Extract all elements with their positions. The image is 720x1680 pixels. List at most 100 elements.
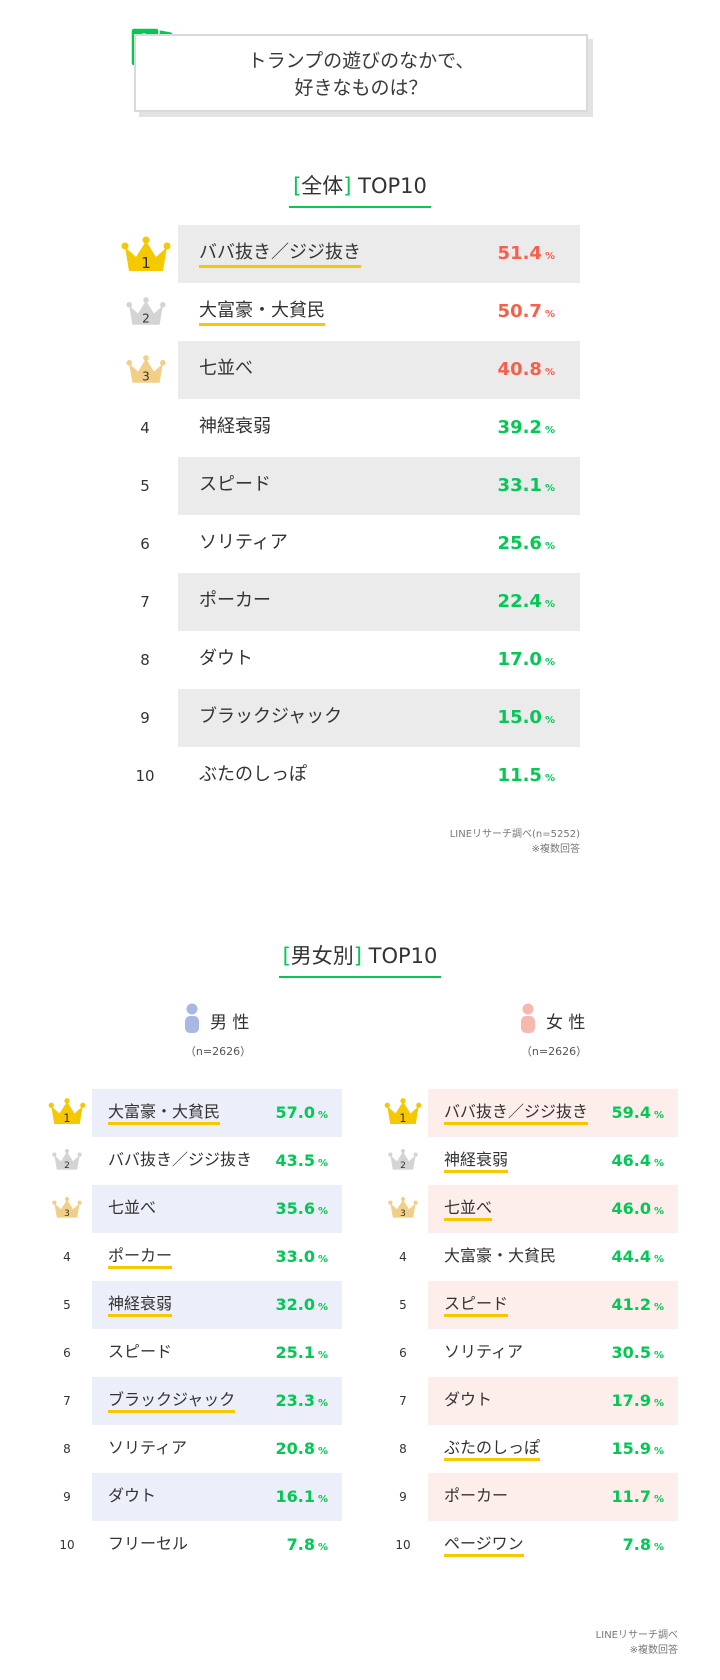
- percent-number: 40.8: [497, 359, 542, 380]
- row-background: [178, 225, 580, 283]
- item-label: ダウト: [199, 648, 253, 669]
- bracket-close: ]: [343, 174, 352, 198]
- bronze-crown-icon: 3: [388, 1196, 418, 1219]
- percent-number: 46.0: [611, 1199, 651, 1218]
- crown-rank-number: 2: [400, 1161, 406, 1171]
- male-person-icon: [185, 1003, 199, 1033]
- table-row: 8 ソリティア 20.8%: [48, 1425, 378, 1473]
- bronze-crown-icon: 3: [52, 1196, 82, 1219]
- row-background: [428, 1377, 678, 1425]
- percent-number: 17.0: [497, 649, 542, 670]
- crown-rank-number: 1: [399, 1112, 406, 1125]
- table-row: 3 七並べ 46.0%: [384, 1185, 714, 1233]
- crown-rank-number: 2: [64, 1161, 70, 1171]
- crown-rank-number: 2: [142, 311, 150, 325]
- percent-value: 23.3%: [238, 1377, 328, 1425]
- rank-number: 9: [140, 709, 150, 727]
- percent-value: 15.0%: [440, 689, 555, 747]
- row-background: [428, 1185, 678, 1233]
- rank-crown: 3: [52, 1195, 82, 1225]
- percent-unit: %: [653, 1350, 664, 1361]
- percent-number: 51.4: [497, 243, 542, 264]
- item-label: ソリティア: [199, 532, 288, 553]
- percent-unit: %: [317, 1398, 328, 1409]
- percent-number: 17.9: [611, 1391, 651, 1410]
- row-background: [178, 341, 580, 399]
- table-row: 2 神経衰弱 46.4%: [384, 1137, 714, 1185]
- item-label: ポーカー: [199, 590, 271, 611]
- table-row: 4 大富豪・大貧民 44.4%: [384, 1233, 714, 1281]
- item-label: ソリティア: [108, 1438, 188, 1457]
- table-row: 4 神経衰弱 39.2%: [0, 399, 720, 457]
- percent-number: 20.8: [275, 1439, 315, 1458]
- row-background: [92, 1377, 342, 1425]
- item-label: ソリティア: [444, 1342, 524, 1361]
- percent-value: 30.5%: [574, 1329, 664, 1377]
- percent-value: 17.9%: [574, 1377, 664, 1425]
- percent-value: 22.4%: [440, 573, 555, 631]
- gold-crown-icon: 1: [121, 236, 171, 272]
- table-row: 1 ババ抜き／ジジ抜き 51.4%: [0, 225, 720, 283]
- percent-number: 44.4: [611, 1247, 651, 1266]
- rank-crown: 1: [384, 1097, 422, 1131]
- percent-number: 22.4: [497, 591, 542, 612]
- percent-unit: %: [544, 773, 555, 784]
- rank-number: 6: [399, 1346, 407, 1360]
- percent-value: 20.8%: [238, 1425, 328, 1473]
- title-rest: TOP10: [361, 944, 438, 968]
- percent-unit: %: [317, 1206, 328, 1217]
- rank-number: 8: [63, 1442, 71, 1456]
- percent-value: 32.0%: [238, 1281, 328, 1329]
- percent-unit: %: [317, 1350, 328, 1361]
- percent-value: 11.7%: [574, 1473, 664, 1521]
- item-label: 大富豪・大貧民: [199, 298, 325, 326]
- percent-unit: %: [544, 657, 555, 668]
- title-word: 男女別: [290, 944, 354, 968]
- percent-number: 33.1: [497, 475, 542, 496]
- percent-value: 57.0%: [238, 1089, 328, 1137]
- percent-unit: %: [544, 251, 555, 262]
- percent-number: 7.8: [286, 1535, 315, 1554]
- rank-crown: 2: [126, 295, 166, 333]
- table-row: 10 ぶたのしっぽ 11.5%: [0, 747, 720, 805]
- percent-number: 11.7: [611, 1487, 651, 1506]
- percent-number: 30.5: [611, 1343, 651, 1362]
- table-row: 2 ババ抜き／ジジ抜き 43.5%: [48, 1137, 378, 1185]
- item-label: ブラックジャック: [199, 706, 343, 727]
- table-row: 1 ババ抜き／ジジ抜き 59.4%: [384, 1089, 714, 1137]
- percent-value: 39.2%: [440, 399, 555, 457]
- item-label: ページワン: [444, 1533, 524, 1557]
- title-line-1: トランプの遊びのなかで、: [247, 50, 475, 72]
- table-row: 3 七並べ 35.6%: [48, 1185, 378, 1233]
- percent-number: 46.4: [611, 1151, 651, 1170]
- percent-unit: %: [544, 483, 555, 494]
- rank-number: 5: [63, 1298, 71, 1312]
- item-label: 神経衰弱: [444, 1149, 509, 1173]
- item-label: 七並べ: [444, 1197, 493, 1221]
- percent-unit: %: [544, 715, 555, 726]
- percent-value: 33.1%: [440, 457, 555, 515]
- table-row: 8 ダウト 17.0%: [0, 631, 720, 689]
- percent-number: 59.4: [611, 1103, 651, 1122]
- percent-value: 50.7%: [440, 283, 555, 341]
- item-label: ブラックジャック: [108, 1389, 236, 1413]
- percent-unit: %: [653, 1158, 664, 1169]
- percent-value: 25.6%: [440, 515, 555, 573]
- row-background: [178, 689, 580, 747]
- item-label: ポーカー: [108, 1245, 173, 1269]
- overall-source-note: LINEリサーチ調べ(n=5252) ※複数回答: [450, 827, 580, 857]
- percent-value: 35.6%: [238, 1185, 328, 1233]
- overall-section-title: [全体] TOP10: [0, 170, 720, 208]
- percent-value: 41.2%: [574, 1281, 664, 1329]
- rank-number: 4: [140, 419, 150, 437]
- rank-number: 6: [140, 535, 150, 553]
- item-label: ババ抜き／ジジ抜き: [199, 240, 361, 268]
- rank-number: 4: [63, 1250, 71, 1264]
- item-label: 神経衰弱: [199, 416, 271, 437]
- item-label: 大富豪・大貧民: [108, 1101, 221, 1125]
- table-row: 3 七並べ 40.8%: [0, 341, 720, 399]
- percent-number: 25.6: [497, 533, 542, 554]
- percent-number: 15.0: [497, 707, 542, 728]
- gold-crown-icon: 1: [384, 1098, 422, 1125]
- percent-number: 35.6: [275, 1199, 315, 1218]
